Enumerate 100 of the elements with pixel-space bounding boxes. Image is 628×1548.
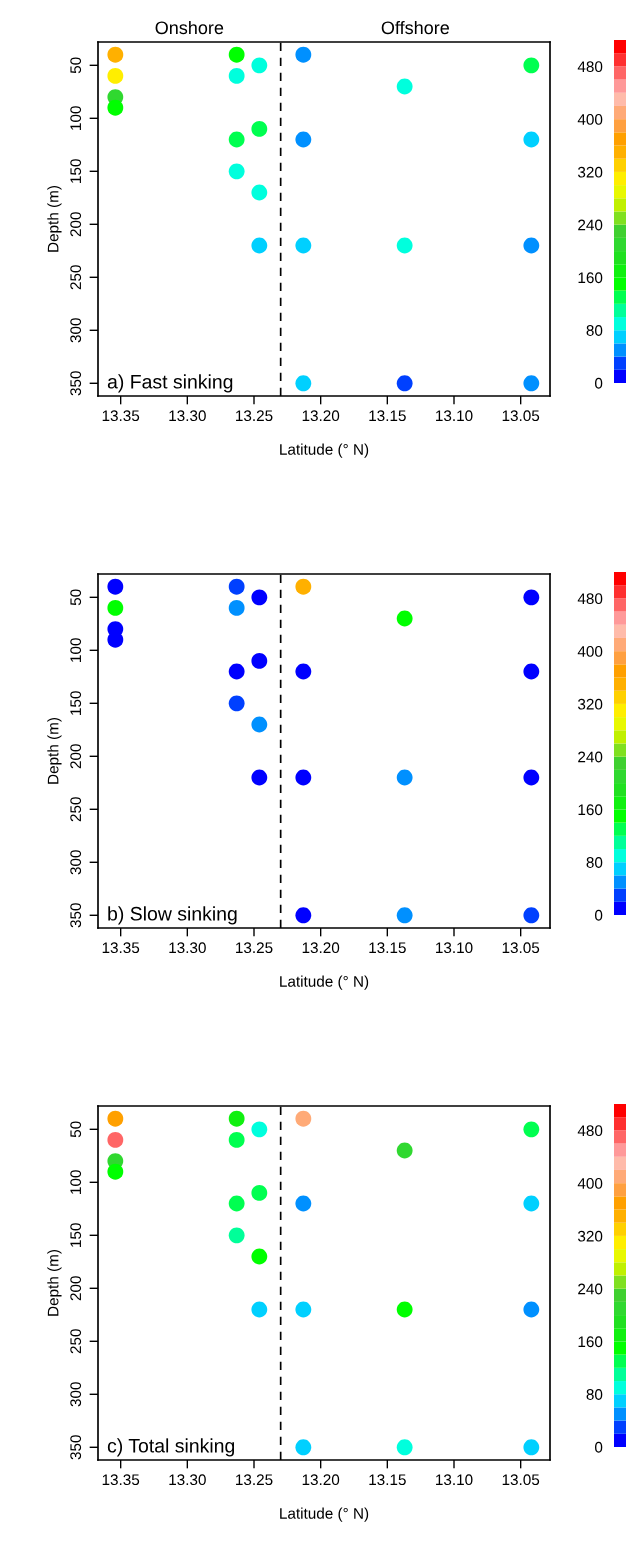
color-bar-label: 160 bbox=[578, 1336, 603, 1348]
color-bar-label: 480 bbox=[577, 61, 603, 73]
color-bar-label: 240 bbox=[578, 1283, 603, 1295]
point bbox=[228, 578, 245, 595]
x-tick-label: 13.15 bbox=[369, 1474, 406, 1486]
x-tick-label: 13.35 bbox=[102, 410, 140, 422]
point bbox=[228, 663, 245, 680]
color-bar-label: 320 bbox=[577, 1230, 603, 1242]
y-axis-title: Depth (m) bbox=[47, 185, 62, 252]
point bbox=[228, 131, 245, 148]
point bbox=[107, 46, 124, 63]
point bbox=[523, 1439, 540, 1456]
x-tick-label: 13.30 bbox=[169, 1474, 206, 1486]
point bbox=[295, 1195, 312, 1212]
y-tick-label: 300 bbox=[70, 1382, 82, 1407]
point bbox=[228, 46, 245, 63]
color-bar-label: 320 bbox=[577, 166, 603, 178]
point bbox=[396, 769, 413, 786]
point bbox=[251, 652, 268, 669]
x-tick-label: 13.25 bbox=[236, 1474, 273, 1486]
color-bar-label: 160 bbox=[578, 804, 603, 816]
y-tick-label: 250 bbox=[70, 797, 82, 822]
y-tick-label: 250 bbox=[70, 265, 82, 290]
point bbox=[295, 663, 312, 680]
x-tick-label: 13.05 bbox=[502, 942, 540, 954]
color-bar-label: 400 bbox=[577, 114, 603, 125]
point bbox=[523, 375, 540, 392]
point bbox=[107, 600, 124, 616]
point bbox=[107, 99, 124, 116]
point bbox=[295, 578, 312, 595]
x-tick-label: 13.10 bbox=[436, 942, 473, 954]
y-tick-label: 200 bbox=[70, 212, 82, 237]
point bbox=[295, 131, 312, 148]
point bbox=[396, 610, 413, 627]
y-tick-label: 200 bbox=[70, 744, 82, 769]
point bbox=[523, 57, 540, 74]
point bbox=[107, 68, 124, 84]
point bbox=[251, 57, 268, 74]
x-tick-label: 13.20 bbox=[302, 942, 340, 954]
point bbox=[523, 663, 540, 680]
point bbox=[523, 1195, 540, 1212]
color-bar-label: 80 bbox=[586, 325, 603, 336]
y-tick-label: 100 bbox=[70, 1170, 82, 1194]
y-tick-label: 50 bbox=[70, 1121, 82, 1138]
x-tick-label: 13.05 bbox=[502, 410, 540, 422]
x-tick-label: 13.10 bbox=[436, 1474, 473, 1486]
x-tick-label: 13.30 bbox=[169, 410, 206, 422]
point bbox=[523, 131, 540, 148]
color-bar-label: 400 bbox=[577, 646, 603, 657]
point bbox=[228, 1195, 245, 1212]
x-tick-label: 13.20 bbox=[302, 1474, 340, 1486]
x-tick-label: 13.05 bbox=[502, 1474, 540, 1486]
point bbox=[228, 68, 245, 84]
y-axis-title: Depth (m) bbox=[47, 717, 62, 784]
point bbox=[251, 769, 268, 786]
x-tick-label: 13.15 bbox=[369, 410, 406, 422]
point bbox=[251, 1184, 268, 1201]
x-tick-label: 13.20 bbox=[302, 410, 340, 422]
color-bar-label: 480 bbox=[577, 1125, 603, 1137]
text: b) Slow sinking bbox=[108, 906, 237, 925]
x-axis-title: Latitude (° N) bbox=[280, 443, 369, 458]
point bbox=[228, 695, 245, 712]
point bbox=[107, 578, 124, 595]
x-tick-label: 13.25 bbox=[236, 410, 273, 422]
point bbox=[295, 375, 312, 392]
y-tick-label: 50 bbox=[70, 57, 82, 74]
point bbox=[228, 1227, 245, 1244]
point bbox=[251, 184, 268, 201]
point bbox=[251, 716, 268, 733]
point bbox=[295, 769, 312, 786]
point bbox=[396, 78, 413, 95]
point bbox=[396, 1301, 413, 1318]
y-axis-title: Depth (m) bbox=[47, 1249, 62, 1316]
point bbox=[107, 1110, 124, 1127]
text: Onshore bbox=[155, 20, 224, 35]
x-tick-label: 13.35 bbox=[102, 1474, 140, 1486]
point bbox=[396, 907, 413, 924]
point bbox=[228, 600, 245, 616]
y-tick-label: 350 bbox=[70, 1435, 82, 1460]
x-tick-label: 13.10 bbox=[436, 410, 473, 422]
y-tick-label: 150 bbox=[70, 159, 82, 183]
color-bar-label: 400 bbox=[577, 1178, 603, 1189]
point bbox=[251, 589, 268, 606]
y-tick-label: 200 bbox=[70, 1276, 82, 1301]
point bbox=[251, 120, 268, 137]
point bbox=[523, 1301, 540, 1318]
color-bar-label: 80 bbox=[586, 857, 603, 868]
x-axis-title: Latitude (° N) bbox=[280, 975, 369, 990]
point bbox=[228, 1110, 245, 1127]
x-tick-label: 13.25 bbox=[236, 942, 273, 954]
point bbox=[523, 1121, 540, 1138]
point bbox=[295, 46, 312, 63]
point bbox=[295, 1110, 312, 1127]
point bbox=[523, 237, 540, 254]
point bbox=[107, 1132, 124, 1148]
y-tick-label: 250 bbox=[70, 1329, 82, 1354]
point bbox=[295, 237, 312, 254]
color-bar-label: 320 bbox=[577, 698, 603, 710]
point bbox=[251, 237, 268, 254]
point bbox=[251, 1301, 268, 1318]
